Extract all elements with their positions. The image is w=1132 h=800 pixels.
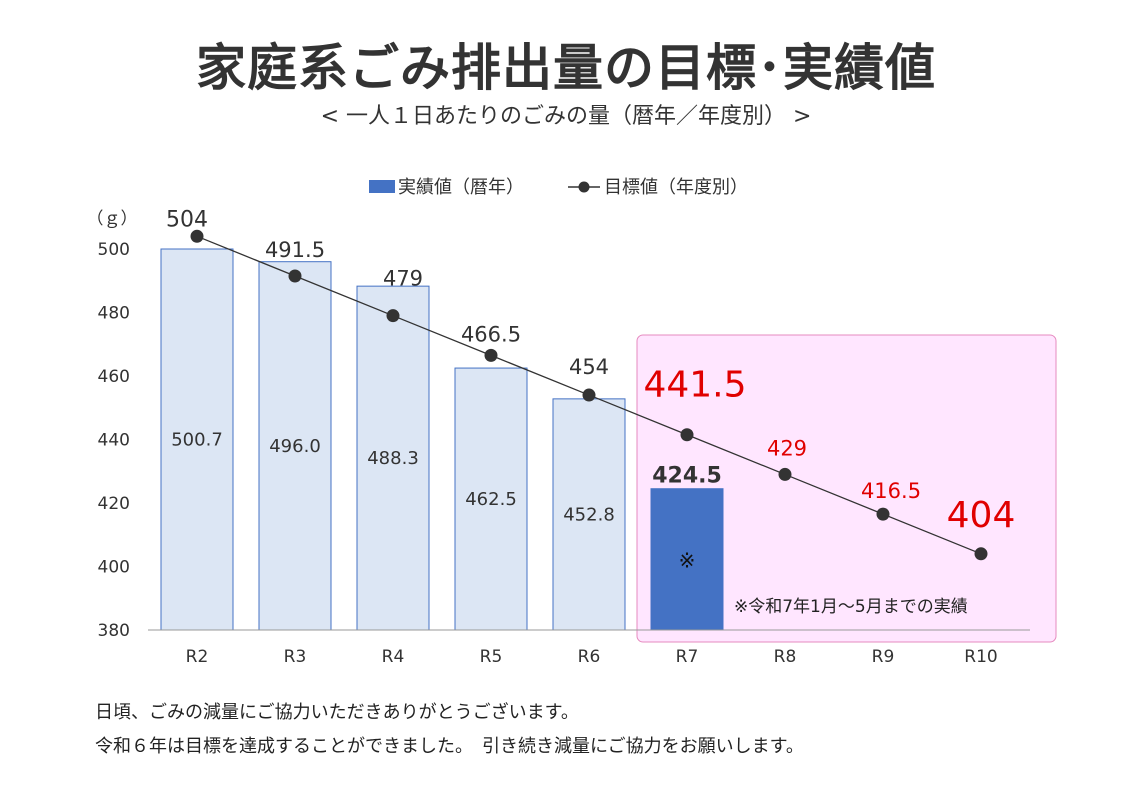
y-tick-label: 500 xyxy=(98,240,130,260)
x-tick-label: R3 xyxy=(284,647,307,667)
bar-value-label: 488.3 xyxy=(367,448,419,469)
bar-value-label: 452.8 xyxy=(563,504,615,525)
legend-line-label: 目標値（年度別） xyxy=(604,177,748,198)
target-value-label: 429 xyxy=(767,436,807,460)
target-value-label: 466.5 xyxy=(461,322,521,346)
y-tick-label: 440 xyxy=(98,431,130,451)
bar-value-label: 496.0 xyxy=(269,436,321,457)
y-tick-label: 480 xyxy=(98,304,130,324)
target-point xyxy=(484,348,498,362)
target-point xyxy=(680,428,694,442)
highlight-region xyxy=(636,334,1057,643)
y-tick-label: 400 xyxy=(98,558,130,578)
target-point xyxy=(876,507,890,521)
target-value-label: 404 xyxy=(947,495,1016,536)
annotation-text: ※令和7年1月～5月までの実績 xyxy=(734,597,968,617)
target-value-label: 479 xyxy=(383,267,423,291)
target-value-label: 416.5 xyxy=(861,479,921,503)
x-tick-label: R10 xyxy=(964,647,997,667)
x-tick-label: R8 xyxy=(774,647,797,667)
legend-bar-label: 実績値（暦年） xyxy=(398,177,524,198)
target-point xyxy=(190,229,204,243)
target-value-label: 491.5 xyxy=(265,238,325,262)
x-tick-label: R4 xyxy=(382,647,405,667)
bar-value-label: 424.5 xyxy=(652,464,722,489)
target-point xyxy=(386,309,400,323)
target-point xyxy=(974,547,988,561)
target-value-label: 454 xyxy=(569,355,609,379)
target-point xyxy=(582,388,596,402)
bar-value-label: 462.5 xyxy=(465,489,517,510)
legend-bar-swatch xyxy=(369,180,395,193)
y-tick-label: 460 xyxy=(98,367,130,387)
x-tick-label: R6 xyxy=(578,647,601,667)
y-tick-label: 420 xyxy=(98,494,130,514)
legend-line-marker xyxy=(578,181,590,193)
page-title: 家庭系ごみ排出量の目標･実績値 xyxy=(196,39,936,97)
note-line-2: 令和６年は目標を達成することができました。 引き続き減量にご協力をお願いします。 xyxy=(95,736,804,757)
note-line-1: 日頃、ごみの減量にご協力いただきありがとうございます。 xyxy=(95,702,579,723)
y-tick-label: 380 xyxy=(98,621,130,641)
x-tick-label: R9 xyxy=(872,647,895,667)
bar-marker: ※ xyxy=(679,548,696,572)
x-tick-label: R5 xyxy=(480,647,503,667)
x-tick-label: R2 xyxy=(186,647,209,667)
x-tick-label: R7 xyxy=(676,647,699,667)
target-value-label: 504 xyxy=(166,207,208,232)
page-subtitle: < 一人１日あたりのごみの量（暦年／年度別） > xyxy=(320,104,812,129)
target-value-label: 441.5 xyxy=(643,365,746,406)
y-axis-unit: （ｇ） xyxy=(87,209,138,229)
target-point xyxy=(288,269,302,283)
bar-value-label: 500.7 xyxy=(171,430,223,451)
target-point xyxy=(778,467,792,481)
bar xyxy=(160,248,234,631)
bar xyxy=(650,488,724,631)
